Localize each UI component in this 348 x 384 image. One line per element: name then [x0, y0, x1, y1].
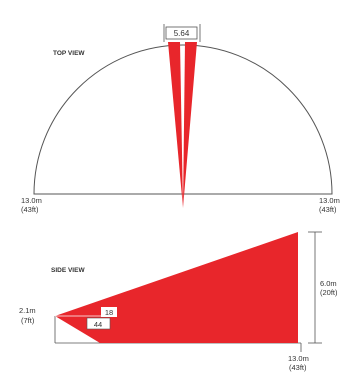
top-view-left-range-imperial: (43ft) — [21, 205, 39, 214]
top-view-left-range-metric: 13.0m — [21, 196, 42, 205]
top-view-gap-box — [165, 26, 198, 40]
side-view-mount-height-imperial: (7ft) — [21, 316, 35, 325]
top-view-gap-label: 5.64 — [174, 29, 190, 38]
side-view-lower-angle-box — [86, 317, 111, 330]
top-view-coverage-arc — [33, 44, 333, 195]
side-view-far-height-metric: 6.0m — [320, 279, 337, 288]
top-view-right-range-imperial: (43ft) — [319, 205, 337, 214]
top-view-heading: TOP VIEW — [53, 50, 85, 57]
side-view-upper-angle-label: 18 — [105, 308, 113, 317]
top-view: 5.64 TOP VIEW 13.0m (43ft) 13.0m (43ft) — [21, 24, 340, 214]
side-view-mount-height-metric: 2.1m — [19, 306, 36, 315]
top-view-left-zone — [168, 42, 183, 208]
top-view-right-zone — [183, 42, 197, 208]
side-view-range-metric: 13.0m — [288, 354, 309, 363]
side-view-lower-angle-label: 44 — [94, 320, 102, 329]
side-view-heading: SIDE VIEW — [51, 267, 85, 274]
top-view-right-range-metric: 13.0m — [319, 196, 340, 205]
side-view-far-height-imperial: (20ft) — [320, 288, 338, 297]
side-view-range-imperial: (43ft) — [289, 363, 307, 372]
side-view: SIDE VIEW 18 44 2.1m (7ft) 6.0m (20ft) 1… — [19, 231, 338, 372]
side-view-upper-angle-box — [101, 307, 117, 317]
